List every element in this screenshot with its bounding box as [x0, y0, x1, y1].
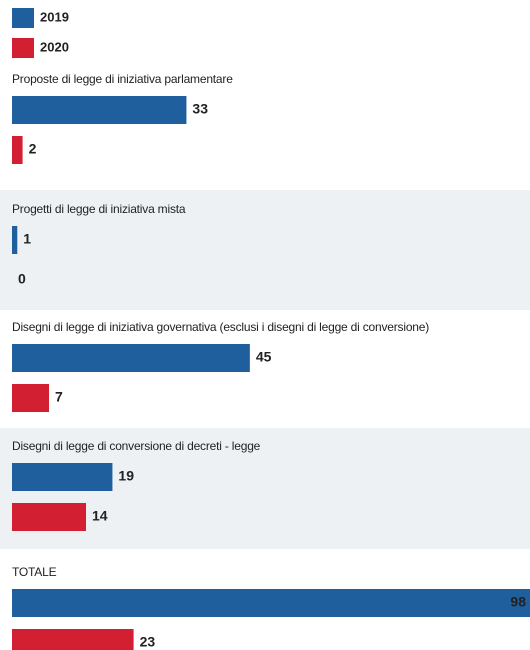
- category-label: Disegni di legge di iniziativa governati…: [12, 320, 429, 334]
- legend-label: 2019: [40, 9, 69, 24]
- category-label: TOTALE: [12, 565, 57, 579]
- value-label: 19: [118, 468, 134, 484]
- bar: [12, 96, 187, 124]
- value-label: 33: [192, 101, 208, 117]
- bar: [12, 463, 113, 491]
- category-label: Proposte di legge di iniziativa parlamen…: [12, 72, 233, 86]
- value-label: 98: [510, 594, 526, 610]
- value-label: 14: [92, 508, 108, 524]
- bar: [12, 226, 18, 254]
- category-label: Disegni di legge di conversione di decre…: [12, 439, 261, 453]
- value-label: 0: [18, 271, 26, 287]
- bar: [12, 384, 49, 412]
- panel-background: [0, 190, 530, 310]
- value-label: 7: [55, 389, 63, 405]
- legend-swatch: [12, 8, 34, 28]
- value-label: 45: [256, 349, 272, 365]
- legend-swatch: [12, 38, 34, 58]
- value-label: 23: [140, 634, 156, 650]
- bar: [12, 344, 250, 372]
- category-label: Progetti di legge di iniziativa mista: [12, 202, 186, 216]
- legend-label: 2020: [40, 39, 69, 54]
- bar: [12, 136, 23, 164]
- value-label: 2: [29, 141, 37, 157]
- value-label: 1: [23, 231, 31, 247]
- bar: [12, 503, 86, 531]
- bar: [12, 589, 530, 617]
- bar: [12, 629, 134, 650]
